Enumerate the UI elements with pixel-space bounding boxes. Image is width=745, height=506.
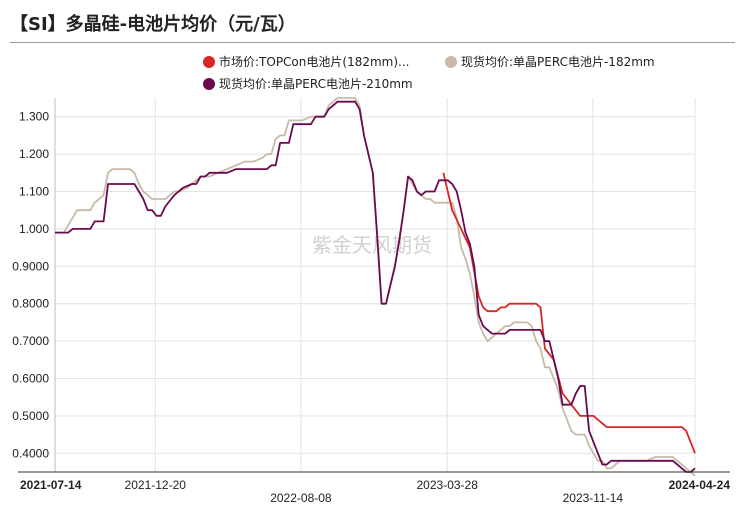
x-tick-label: 2023-11-14	[563, 491, 624, 505]
legend-item-perc-210[interactable]: 现货均价:单晶PERC电池片-210mm	[203, 75, 413, 92]
series-line-perc-210	[55, 100, 696, 473]
legend-marker	[203, 77, 215, 90]
y-tick-label: 0.6000	[12, 372, 49, 386]
legend-label: 市场价:TOPCon电池片(182mm)...	[219, 55, 410, 69]
watermark: 紫金天风期货	[312, 233, 432, 257]
y-tick-label: 0.5000	[12, 409, 49, 423]
y-tick-label: 1.300	[19, 110, 49, 124]
y-tick-label: 1.200	[19, 147, 49, 161]
y-tick-label: 1.100	[19, 185, 49, 199]
x-tick-label: 2021-12-20	[125, 478, 187, 492]
series-lines	[55, 97, 696, 477]
legend-marker	[203, 55, 215, 68]
x-tick-label: 2021-07-14	[20, 478, 82, 492]
grid	[54, 98, 696, 472]
legend-marker	[445, 55, 457, 68]
y-tick-label: 0.7000	[12, 334, 49, 348]
y-tick-label: 0.4000	[12, 446, 49, 460]
y-axis-ticks: 0.4000 0.5000 0.6000 0.7000 0.8000 0.9000 1.00…	[12, 110, 49, 461]
y-tick-label: 0.8000	[12, 297, 49, 311]
series-line-topcon-182	[442, 172, 696, 454]
legend-item-perc-182[interactable]: 现货均价:单晶PERC电池片-182mm	[445, 53, 655, 70]
legend-label: 现货均价:单晶PERC电池片-210mm	[219, 77, 413, 91]
y-tick-label: 0.9000	[12, 259, 49, 273]
legend-item-topcon-182[interactable]: 市场价:TOPCon电池片(182mm)...	[203, 53, 409, 70]
x-tick-label: 2024-04-24	[669, 478, 731, 492]
y-tick-label: 1.000	[19, 222, 49, 236]
x-axis-ticks: 2021-07-14 2021-12-20 2022-08-08 2023-03-28…	[20, 478, 730, 505]
x-tick-label: 2022-08-08	[270, 491, 332, 505]
chart-title: 【SI】多晶硅-电池片均价（元/瓦）	[10, 14, 296, 35]
title-divider	[10, 42, 735, 43]
legend-label: 现货均价:单晶PERC电池片-182mm	[461, 55, 655, 69]
series-line-perc-182	[55, 97, 696, 477]
x-tick-label: 2023-03-28	[417, 478, 479, 492]
